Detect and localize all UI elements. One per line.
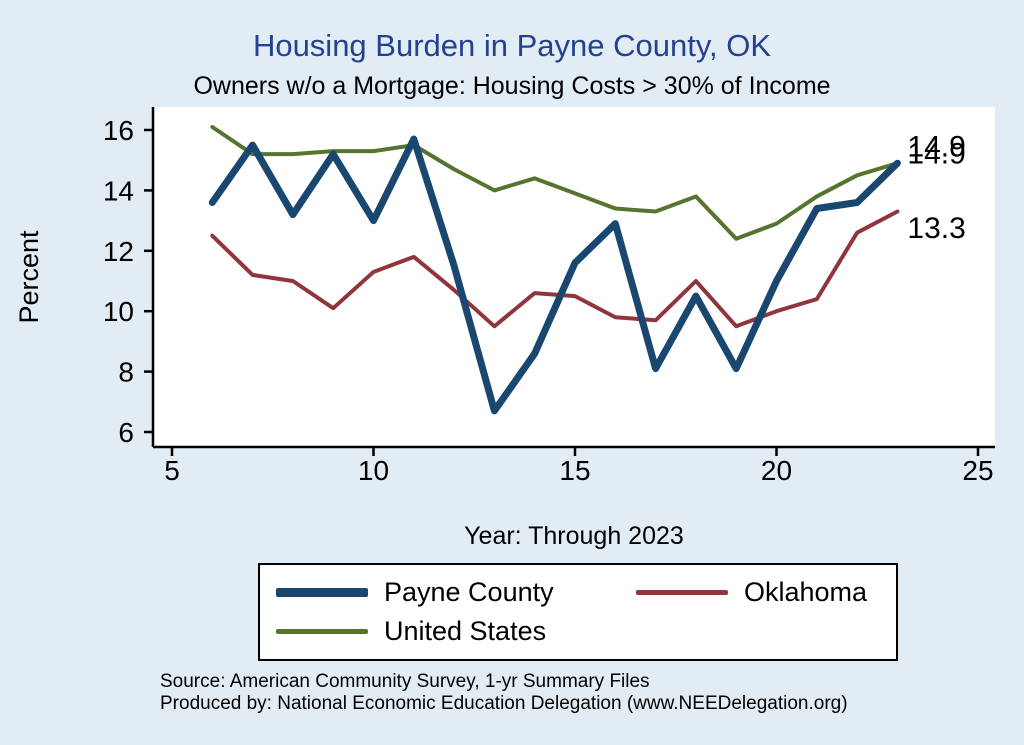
y-tick-label: 16 bbox=[103, 115, 134, 146]
x-tick-label: 5 bbox=[164, 455, 180, 486]
y-tick-label: 8 bbox=[118, 357, 134, 388]
x-tick-label: 25 bbox=[962, 455, 993, 486]
x-tick-label: 15 bbox=[559, 455, 590, 486]
source-line-1: Source: American Community Survey, 1-yr … bbox=[160, 671, 650, 692]
legend-item-oklahoma: Oklahoma bbox=[636, 577, 896, 608]
y-tick-label: 6 bbox=[118, 417, 134, 448]
y-axis-title: Percent bbox=[14, 230, 44, 324]
legend-item-united-states: United States bbox=[276, 616, 636, 647]
legend-label-oklahoma: Oklahoma bbox=[744, 577, 868, 607]
series-end-label: 14.9 bbox=[907, 138, 965, 171]
chart-title: Housing Burden in Payne County, OK bbox=[252, 28, 772, 63]
legend: Payne County Oklahoma United States bbox=[258, 563, 898, 661]
payne-county-line-sample bbox=[276, 588, 368, 597]
source-note: Source: American Community Survey, 1-yr … bbox=[160, 671, 848, 715]
y-tick-label: 10 bbox=[103, 296, 134, 327]
source-line-2: Produced by: National Economic Education… bbox=[160, 693, 848, 714]
x-axis-title: Year: Through 2023 bbox=[464, 522, 684, 550]
chart-subtitle: Owners w/o a Mortgage: Housing Costs > 3… bbox=[193, 72, 831, 100]
line-chart: 6 8 10 12 14 16 5 10 15 20 25 Percent Year: Through … bbox=[14, 107, 995, 550]
payne-county-line bbox=[208, 135, 901, 415]
legend-label-payne-county: Payne County bbox=[384, 577, 554, 607]
x-tick-label: 10 bbox=[358, 455, 389, 486]
series-end-label: 13.3 bbox=[907, 212, 965, 245]
plot-area bbox=[153, 107, 995, 447]
y-tick-label: 12 bbox=[103, 236, 134, 267]
oklahoma-line-sample bbox=[636, 590, 728, 595]
legend-label-united-states: United States bbox=[384, 616, 547, 646]
united-states-line-sample bbox=[276, 629, 368, 634]
x-tick-label: 20 bbox=[761, 455, 792, 486]
oklahoma-line bbox=[210, 209, 900, 329]
legend-item-payne-county: Payne County bbox=[276, 577, 636, 608]
y-tick-label: 14 bbox=[103, 175, 134, 206]
series-end-label: 14.9 bbox=[907, 131, 965, 164]
united-states-line bbox=[210, 124, 900, 241]
